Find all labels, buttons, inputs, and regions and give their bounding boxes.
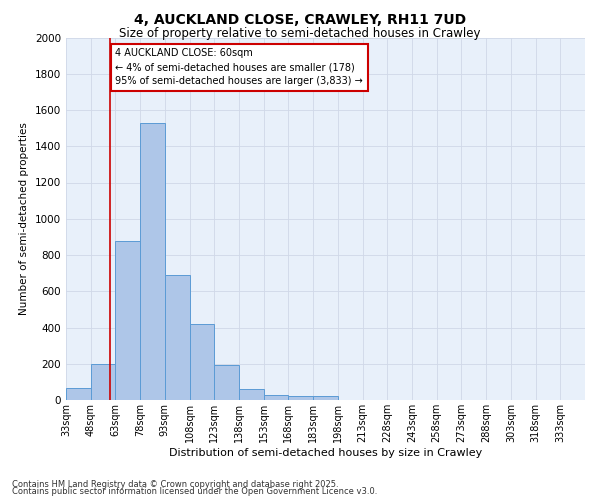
Bar — [165, 275, 190, 400]
Bar — [190, 324, 214, 400]
Bar — [289, 396, 313, 400]
Bar — [313, 396, 338, 400]
Bar — [66, 388, 91, 400]
Bar — [239, 389, 264, 400]
Text: 4 AUCKLAND CLOSE: 60sqm
← 4% of semi-detached houses are smaller (178)
95% of se: 4 AUCKLAND CLOSE: 60sqm ← 4% of semi-det… — [115, 48, 363, 86]
Text: 4, AUCKLAND CLOSE, CRAWLEY, RH11 7UD: 4, AUCKLAND CLOSE, CRAWLEY, RH11 7UD — [134, 12, 466, 26]
Bar — [214, 364, 239, 400]
X-axis label: Distribution of semi-detached houses by size in Crawley: Distribution of semi-detached houses by … — [169, 448, 482, 458]
Text: Contains HM Land Registry data © Crown copyright and database right 2025.: Contains HM Land Registry data © Crown c… — [12, 480, 338, 489]
Bar — [264, 394, 289, 400]
Y-axis label: Number of semi-detached properties: Number of semi-detached properties — [19, 122, 29, 315]
Bar — [115, 241, 140, 400]
Text: Contains public sector information licensed under the Open Government Licence v3: Contains public sector information licen… — [12, 487, 377, 496]
Bar — [140, 122, 165, 400]
Text: Size of property relative to semi-detached houses in Crawley: Size of property relative to semi-detach… — [119, 26, 481, 40]
Bar — [91, 364, 115, 400]
